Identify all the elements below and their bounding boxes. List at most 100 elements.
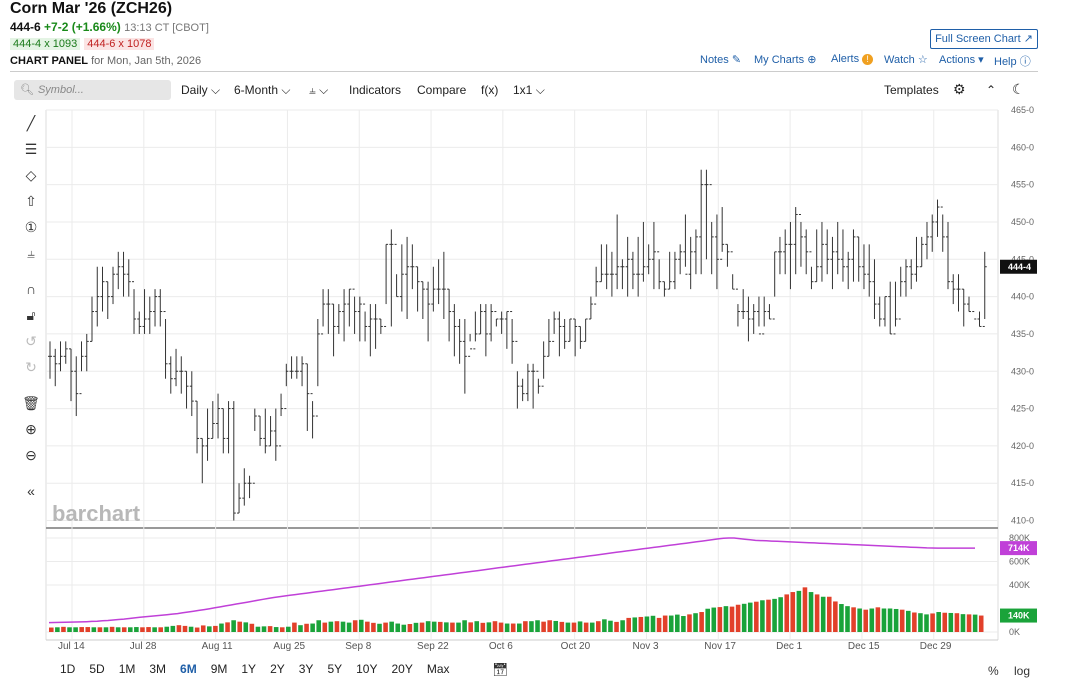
interval-select[interactable]: Daily ⌵ bbox=[181, 83, 220, 98]
volume-bar bbox=[650, 615, 656, 632]
volume-bar bbox=[480, 622, 486, 632]
volume-bar bbox=[103, 627, 109, 632]
period-button-5y[interactable]: 5Y bbox=[327, 662, 343, 676]
arrow-tool-icon[interactable]: ⇧ bbox=[25, 193, 37, 209]
volume-bar bbox=[857, 608, 862, 632]
help-link[interactable]: Help ⓘ bbox=[994, 53, 1031, 69]
volume-bar bbox=[839, 604, 844, 632]
measure-tool-icon[interactable]: ⫨ bbox=[27, 245, 35, 261]
log-toggle[interactable]: log bbox=[1014, 664, 1031, 678]
collapse-icon[interactable]: ⌃ bbox=[986, 83, 997, 97]
period-button-6m[interactable]: 6M bbox=[180, 662, 197, 676]
volume-tick-label: 800K bbox=[1009, 533, 1030, 543]
volume-bar bbox=[656, 617, 662, 632]
time-tick-label: Aug 25 bbox=[273, 641, 306, 652]
volume-bar bbox=[377, 623, 382, 632]
volume-bar bbox=[286, 626, 291, 632]
my-charts-link[interactable]: My Charts ⊕ bbox=[754, 53, 816, 66]
price-tick-label: 445-0 bbox=[1011, 254, 1034, 264]
period-button-3m[interactable]: 3M bbox=[149, 662, 167, 676]
volume-bars bbox=[49, 587, 984, 632]
fibonacci-tool-icon[interactable]: ☰ bbox=[24, 141, 38, 157]
period-button-3y[interactable]: 3Y bbox=[298, 662, 314, 676]
time-tick-label: Aug 11 bbox=[201, 641, 233, 652]
period-button-10y[interactable]: 10Y bbox=[356, 662, 378, 676]
alert-icon: ! bbox=[862, 54, 874, 65]
period-button-9m[interactable]: 9M bbox=[210, 662, 228, 676]
ask-value: 444-6 x 1078 bbox=[84, 38, 155, 50]
trendline-tool-icon[interactable]: ╱ bbox=[26, 115, 36, 131]
period-button-5d[interactable]: 5D bbox=[89, 662, 105, 676]
period-button-1y[interactable]: 1Y bbox=[241, 662, 257, 676]
undo-icon[interactable]: ↺ bbox=[25, 333, 37, 349]
volume-bar bbox=[541, 621, 546, 632]
layout-select[interactable]: 1x1 ⌵ bbox=[513, 83, 545, 98]
magnet-icon[interactable]: ∩ bbox=[25, 281, 37, 297]
period-button-1m[interactable]: 1M bbox=[118, 662, 136, 676]
lock-icon[interactable]: 🔓︎ bbox=[26, 307, 36, 323]
period-select[interactable]: 6-Month ⌵ bbox=[234, 83, 290, 98]
chart-panel-label: CHART PANEL for Mon, Jan 5th, 2026 bbox=[10, 55, 201, 67]
volume-bar bbox=[298, 625, 303, 632]
volume-bar bbox=[85, 627, 91, 632]
volume-bar bbox=[164, 626, 170, 632]
volume-bar bbox=[67, 627, 72, 632]
price-tick-label: 465-0 bbox=[1011, 105, 1034, 115]
period-button-20y[interactable]: 20Y bbox=[391, 662, 413, 676]
annotation-tool-icon[interactable]: ① bbox=[24, 219, 38, 235]
actions-menu[interactable]: Actions ▾ bbox=[939, 53, 984, 66]
volume-bar bbox=[596, 621, 601, 632]
volume-bar bbox=[462, 620, 467, 632]
volume-bar bbox=[194, 627, 200, 632]
time-tick-label: Nov 17 bbox=[704, 641, 736, 652]
volume-bar bbox=[523, 621, 528, 632]
bid-value: 444-4 x 1093 bbox=[10, 38, 81, 50]
last-price-tag bbox=[1000, 259, 1037, 274]
collapse-toolbar-icon[interactable]: « bbox=[27, 483, 35, 499]
volume-bar bbox=[219, 623, 224, 632]
redo-icon[interactable]: ↻ bbox=[25, 359, 37, 375]
volume-bar bbox=[49, 627, 54, 632]
volume-bar bbox=[176, 625, 182, 632]
volume-bar bbox=[826, 596, 832, 632]
price-tick-label: 415-0 bbox=[1011, 478, 1034, 488]
header-divider bbox=[10, 71, 1038, 72]
volume-bar bbox=[279, 627, 285, 632]
chart-type-select[interactable]: ⫨ ⌵ bbox=[309, 83, 328, 98]
volume-bar bbox=[182, 625, 188, 632]
period-button-1d[interactable]: 1D bbox=[60, 662, 76, 676]
period-button-2y[interactable]: 2Y bbox=[270, 662, 285, 676]
volume-bar bbox=[772, 598, 777, 632]
bar-chart-type-icon: ⫨ bbox=[309, 83, 316, 97]
volume-bar bbox=[571, 622, 577, 632]
volume-bar bbox=[267, 626, 273, 632]
time-tick-label: Dec 1 bbox=[776, 641, 803, 652]
templates-button[interactable]: Templates bbox=[884, 83, 939, 97]
fx-button[interactable]: f(x) bbox=[481, 83, 499, 97]
alerts-link[interactable]: Alerts ! bbox=[831, 53, 874, 65]
shapes-tool-icon[interactable]: ◇ bbox=[25, 167, 37, 183]
settings-icon[interactable]: ⚙ bbox=[953, 81, 966, 97]
volume-bar bbox=[91, 627, 97, 632]
full-screen-chart-label: Full Screen Chart bbox=[935, 33, 1021, 45]
trash-icon[interactable]: 🗑︎ bbox=[22, 395, 40, 411]
symbol-search-input[interactable]: 🔍︎ Symbol... bbox=[14, 80, 171, 100]
calendar-icon[interactable]: 📅︎ bbox=[492, 662, 509, 677]
zoom-in-icon[interactable]: ⊕ bbox=[25, 421, 37, 437]
percent-toggle[interactable]: % bbox=[988, 664, 999, 678]
notes-link[interactable]: Notes ✎ bbox=[700, 53, 741, 66]
period-button-max[interactable]: Max bbox=[426, 662, 450, 676]
zoom-out-icon[interactable]: ⊖ bbox=[25, 447, 37, 463]
indicators-button[interactable]: Indicators bbox=[349, 83, 402, 97]
bid-ask: 444-4 x 1093 444-6 x 1078 bbox=[10, 38, 155, 50]
compare-button[interactable]: Compare bbox=[417, 83, 467, 97]
volume-bar bbox=[407, 624, 413, 632]
volume-bar bbox=[608, 620, 613, 632]
dark-mode-icon[interactable]: ☾ bbox=[1012, 81, 1025, 97]
full-screen-chart-button[interactable]: Full Screen Chart ↗ bbox=[930, 29, 1038, 49]
volume-bar bbox=[899, 609, 905, 632]
volume-bar bbox=[73, 627, 78, 632]
time-tick-label: Oct 20 bbox=[560, 641, 591, 652]
watch-link[interactable]: Watch ☆ bbox=[884, 53, 928, 66]
